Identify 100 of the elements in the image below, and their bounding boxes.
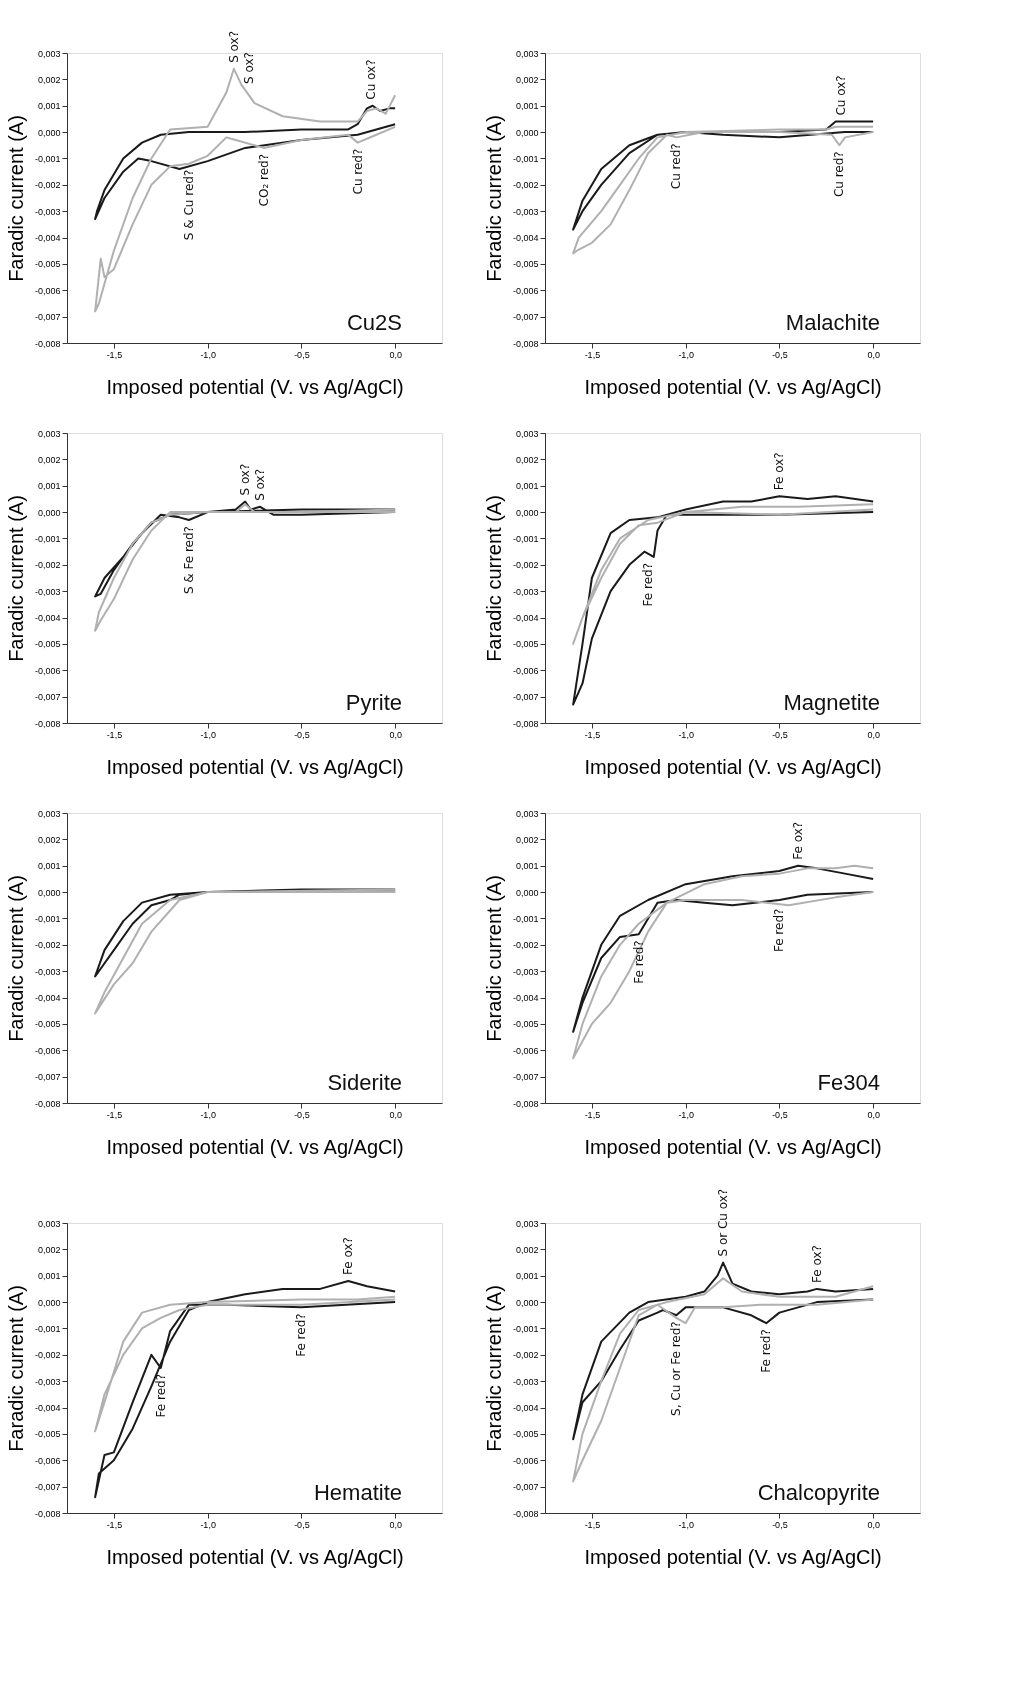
y-tick-label: -0,001 — [512, 1323, 539, 1334]
text: Malachite — [785, 310, 880, 335]
y-tick-label: -0,002 — [34, 180, 61, 191]
y-tick-label: 0,002 — [515, 454, 539, 465]
x-tick-label: -1,0 — [200, 1109, 216, 1120]
y-tick-label: -0,007 — [34, 312, 61, 323]
y-tick-label: -0,005 — [512, 639, 539, 650]
x-tick-label: 0,0 — [867, 1519, 880, 1530]
y-tick-label: -0,007 — [512, 312, 539, 323]
x-axis-title: Imposed potential (V. vs Ag/AgCl) — [584, 755, 882, 778]
y-tick-label: -0,002 — [34, 940, 61, 951]
y-tick-label: -0,007 — [512, 1482, 539, 1493]
text: Siderite — [327, 1070, 402, 1095]
y-tick-label: -0,005 — [34, 1429, 61, 1440]
y-tick-label: -0,007 — [34, 1072, 61, 1083]
annotation: Fe red? — [153, 1374, 168, 1418]
y-tick-label: -0,005 — [512, 259, 539, 270]
y-tick-label: -0,004 — [512, 613, 539, 624]
y-tick-label: -0,008 — [512, 718, 539, 729]
x-tick-label: -1,5 — [584, 349, 601, 360]
x-axis-title: Imposed potential (V. vs Ag/AgCl) — [106, 1545, 404, 1568]
y-tick-label: -0,007 — [34, 692, 61, 703]
y-tick-label: -0,003 — [34, 1376, 61, 1387]
y-tick-label: -0,002 — [512, 940, 539, 951]
y-tick-label: -0,005 — [34, 259, 61, 270]
y-tick-label: 0,000 — [515, 887, 539, 898]
y-tick-label: -0,006 — [34, 665, 61, 676]
y-tick-label: 0,000 — [515, 1297, 539, 1308]
y-tick-label: -0,002 — [512, 180, 539, 191]
y-tick-label: -0,008 — [34, 1508, 61, 1519]
y-tick-label: 0,000 — [515, 127, 539, 138]
y-tick-label: -0,008 — [34, 718, 61, 729]
y-tick-label: -0,002 — [34, 1350, 61, 1361]
y-tick-label: 0,001 — [37, 481, 61, 492]
y-axis-title: Faradic current (A) — [482, 115, 505, 282]
y-axis-title: Faradic current (A) — [482, 1285, 505, 1452]
y-tick-label: 0,001 — [515, 1271, 539, 1282]
annotation: S ox? — [226, 30, 241, 63]
y-tick-label: 0,003 — [515, 1218, 539, 1229]
x-tick-label: -1,5 — [106, 1109, 123, 1120]
y-tick-label: 0,002 — [37, 1244, 61, 1255]
y-tick-label: -0,005 — [34, 639, 61, 650]
x-tick-label: -0,5 — [772, 349, 788, 360]
x-tick-label: -1,5 — [584, 1109, 601, 1120]
x-tick-label: -1,0 — [678, 729, 694, 740]
y-tick-label: 0,001 — [515, 481, 539, 492]
annotation: Fe ox? — [791, 821, 806, 860]
y-tick-label: -0,003 — [34, 206, 61, 217]
x-tick-label: -1,0 — [200, 729, 216, 740]
annotation: Fe ox? — [809, 1245, 824, 1283]
y-tick-label: 0,003 — [37, 1218, 61, 1229]
y-tick-label: -0,001 — [34, 153, 61, 164]
line-series — [94, 1295, 397, 1433]
y-tick-label: -0,003 — [512, 966, 539, 977]
y-tick-label: -0,006 — [512, 1045, 539, 1056]
y-tick-label: -0,001 — [512, 533, 539, 544]
y-tick-label: 0,002 — [515, 834, 539, 845]
x-tick-label: -1,5 — [106, 729, 123, 740]
line-series — [94, 104, 397, 221]
text: Pyrite — [345, 690, 402, 715]
x-tick-label: 0,0 — [389, 1519, 402, 1530]
x-axis-title: Imposed potential (V. vs Ag/AgCl) — [584, 375, 882, 398]
y-tick-label: -0,004 — [34, 993, 61, 1004]
y-tick-label: 0,003 — [37, 48, 61, 59]
annotation: Fe red? — [631, 940, 646, 984]
y-tick-label: 0,003 — [515, 48, 539, 59]
annotation: Cu ox? — [834, 75, 849, 116]
y-tick-label: -0,004 — [34, 613, 61, 624]
y-axis-title: Faradic current (A) — [4, 115, 27, 282]
y-tick-label: -0,008 — [34, 338, 61, 349]
line-series — [572, 503, 875, 645]
y-tick-label: -0,006 — [512, 1455, 539, 1466]
annotation: Cu red? — [350, 148, 365, 195]
y-tick-label: 0,002 — [37, 454, 61, 465]
line-series — [94, 503, 397, 632]
y-tick-label: 0,000 — [37, 507, 61, 518]
y-tick-label: -0,003 — [34, 586, 61, 597]
y-tick-label: 0,003 — [515, 808, 539, 819]
y-tick-label: -0,008 — [512, 338, 539, 349]
annotation: S & Cu red? — [181, 169, 196, 241]
line-series — [572, 120, 875, 231]
x-tick-label: -0,5 — [294, 729, 310, 740]
x-tick-label: -1,5 — [106, 349, 123, 360]
x-tick-label: -1,0 — [678, 1109, 694, 1120]
y-tick-label: -0,006 — [512, 665, 539, 676]
y-tick-label: 0,002 — [37, 834, 61, 845]
x-tick-label: -1,5 — [584, 1519, 601, 1530]
text: Chalcopyrite — [757, 1480, 880, 1505]
annotation: Cu ox? — [363, 59, 378, 100]
x-tick-label: -0,5 — [294, 1519, 310, 1530]
y-tick-label: -0,003 — [512, 206, 539, 217]
y-tick-label: -0,008 — [512, 1098, 539, 1109]
y-tick-label: -0,004 — [512, 993, 539, 1004]
y-tick-label: 0,000 — [37, 127, 61, 138]
text: Cu2S — [346, 310, 402, 335]
y-tick-label: -0,006 — [34, 285, 61, 296]
annotation: Fe ox? — [772, 452, 787, 491]
x-tick-label: 0,0 — [389, 1109, 402, 1120]
y-tick-label: -0,003 — [34, 966, 61, 977]
x-tick-label: -1,0 — [200, 1519, 216, 1530]
